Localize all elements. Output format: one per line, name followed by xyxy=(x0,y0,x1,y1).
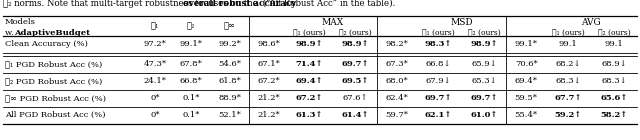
Text: 61.8*: 61.8* xyxy=(219,77,241,85)
Text: ℓ∞ PGD Robust Acc (%): ℓ∞ PGD Robust Acc (%) xyxy=(5,94,106,102)
Text: 67.2*: 67.2* xyxy=(257,77,280,85)
Text: ℓ₁: ℓ₁ xyxy=(151,22,159,30)
Text: 99.2*: 99.2* xyxy=(219,40,241,48)
Text: 65.3↓: 65.3↓ xyxy=(472,77,497,85)
Text: AVG: AVG xyxy=(581,18,601,27)
Text: Clean Accuracy (%): Clean Accuracy (%) xyxy=(5,40,88,48)
Text: ℓ₂ (ours): ℓ₂ (ours) xyxy=(339,29,371,37)
Text: 71.4↑: 71.4↑ xyxy=(295,60,323,68)
Text: 67.9↓: 67.9↓ xyxy=(426,77,451,85)
Text: 67.3*: 67.3* xyxy=(385,60,408,68)
Text: 98.6*: 98.6* xyxy=(257,40,280,48)
Text: 68.9↓: 68.9↓ xyxy=(601,60,627,68)
Text: All PGD Robust Acc (%): All PGD Robust Acc (%) xyxy=(5,111,106,119)
Text: 61.0↑: 61.0↑ xyxy=(471,111,498,119)
Text: 68.2↓: 68.2↓ xyxy=(555,60,580,68)
Text: 70.6*: 70.6* xyxy=(515,60,538,68)
Text: 69.7↑: 69.7↑ xyxy=(341,60,369,68)
Text: 99.1*: 99.1* xyxy=(515,40,538,48)
Text: 67.2↑: 67.2↑ xyxy=(295,94,323,102)
Text: 98.9↑: 98.9↑ xyxy=(341,40,369,48)
Text: 54.6*: 54.6* xyxy=(218,60,241,68)
Text: 52.1*: 52.1* xyxy=(219,111,241,119)
Text: 69.7↑: 69.7↑ xyxy=(425,94,452,102)
Text: 69.4*: 69.4* xyxy=(515,77,538,85)
Text: 97.2*: 97.2* xyxy=(143,40,166,48)
Text: 65.6↑: 65.6↑ xyxy=(600,94,628,102)
Text: 68.0*: 68.0* xyxy=(385,77,408,85)
Text: ℓ₂ PGD Robust Acc (%): ℓ₂ PGD Robust Acc (%) xyxy=(5,77,102,85)
Text: ℓ₁ PGD Robust Acc (%): ℓ₁ PGD Robust Acc (%) xyxy=(5,60,102,68)
Text: ℓ₂ (ours): ℓ₂ (ours) xyxy=(598,29,630,37)
Text: ℓ₂ norms. Note that multi-target robustness focuses on the: ℓ₂ norms. Note that multi-target robustn… xyxy=(3,0,260,8)
Text: 24.1*: 24.1* xyxy=(143,77,166,85)
Text: 67.6↑: 67.6↑ xyxy=(342,94,368,102)
Text: (“All Robust Acc” in the table).: (“All Robust Acc” in the table). xyxy=(260,0,396,8)
Text: 0*: 0* xyxy=(150,94,159,102)
Text: 58.2↑: 58.2↑ xyxy=(600,111,628,119)
Text: 59.7*: 59.7* xyxy=(385,111,408,119)
Text: 0*: 0* xyxy=(150,111,159,119)
Text: 99.1: 99.1 xyxy=(559,40,577,48)
Text: 66.8↓: 66.8↓ xyxy=(426,60,451,68)
Text: 98.2*: 98.2* xyxy=(385,40,408,48)
Text: 67.7↑: 67.7↑ xyxy=(554,94,582,102)
Text: ℓ₁ (ours): ℓ₁ (ours) xyxy=(292,29,325,37)
Text: 67.8*: 67.8* xyxy=(180,60,202,68)
Text: ℓ₂: ℓ₂ xyxy=(187,22,195,30)
Text: 68.3↓: 68.3↓ xyxy=(555,77,580,85)
Text: 21.2*: 21.2* xyxy=(257,111,280,119)
Text: 98.9↑: 98.9↑ xyxy=(295,40,323,48)
Text: ℓ₂ (ours): ℓ₂ (ours) xyxy=(468,29,501,37)
Text: ℓ₁ (ours): ℓ₁ (ours) xyxy=(422,29,455,37)
Text: MSD: MSD xyxy=(450,18,473,27)
Text: 66.8*: 66.8* xyxy=(180,77,202,85)
Text: 99.1*: 99.1* xyxy=(180,40,203,48)
Text: 0.1*: 0.1* xyxy=(182,94,200,102)
Text: 65.9↓: 65.9↓ xyxy=(472,60,497,68)
Text: AdaptiveBudget: AdaptiveBudget xyxy=(14,29,90,37)
Text: overall robust accuracy: overall robust accuracy xyxy=(183,0,296,8)
Text: 98.9↑: 98.9↑ xyxy=(471,40,499,48)
Text: 59.5*: 59.5* xyxy=(515,94,538,102)
Text: 62.4*: 62.4* xyxy=(385,94,408,102)
Text: 69.4↑: 69.4↑ xyxy=(295,77,323,85)
Text: 69.7↑: 69.7↑ xyxy=(471,94,499,102)
Text: ℓ∞: ℓ∞ xyxy=(224,22,236,30)
Text: ℓ₁ (ours): ℓ₁ (ours) xyxy=(552,29,584,37)
Text: 0.1*: 0.1* xyxy=(182,111,200,119)
Text: 88.9*: 88.9* xyxy=(218,94,241,102)
Text: 59.2↑: 59.2↑ xyxy=(554,111,582,119)
Text: 61.3↑: 61.3↑ xyxy=(295,111,323,119)
Text: Models: Models xyxy=(5,18,36,26)
Text: 55.4*: 55.4* xyxy=(515,111,538,119)
Text: 99.1: 99.1 xyxy=(605,40,623,48)
Text: MAX: MAX xyxy=(321,18,343,27)
Text: 21.2*: 21.2* xyxy=(257,94,280,102)
Text: 98.3↑: 98.3↑ xyxy=(425,40,452,48)
Text: 62.1↑: 62.1↑ xyxy=(425,111,452,119)
Text: 68.3↓: 68.3↓ xyxy=(601,77,627,85)
Text: w.: w. xyxy=(5,29,17,37)
Text: 69.5↑: 69.5↑ xyxy=(341,77,369,85)
Text: 47.3*: 47.3* xyxy=(143,60,166,68)
Text: 61.4↑: 61.4↑ xyxy=(341,111,369,119)
Text: 67.1*: 67.1* xyxy=(257,60,280,68)
